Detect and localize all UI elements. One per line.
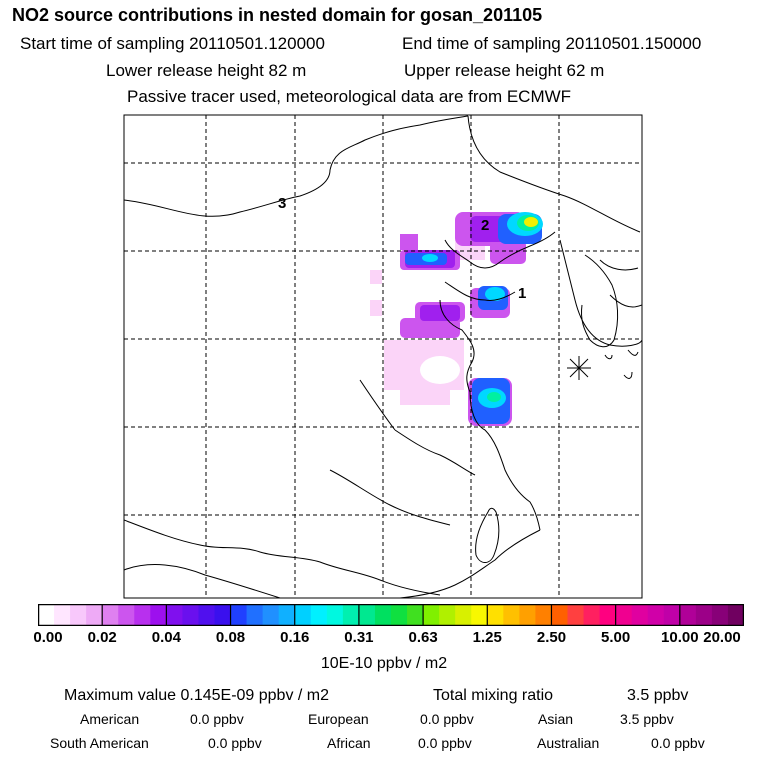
color-scale-swatch xyxy=(294,604,312,626)
region-value: 0.0 ppbv xyxy=(190,711,244,727)
color-scale-swatch xyxy=(374,604,392,626)
color-scale-swatch xyxy=(391,604,408,626)
color-scale-swatch xyxy=(711,604,729,626)
color-scale-swatch xyxy=(647,604,665,626)
station-star-icon xyxy=(567,356,591,380)
maximum-value: Maximum value 0.145E-09 ppbv / m2 xyxy=(64,687,330,704)
color-scale-swatch xyxy=(551,604,569,626)
color-scale-swatch xyxy=(455,604,472,626)
color-scale-tick-label: 0.08 xyxy=(215,629,246,646)
region-value: 0.0 ppbv xyxy=(420,711,474,727)
region-name: European xyxy=(308,711,369,727)
color-scale-swatch xyxy=(102,604,119,626)
color-scale-swatch xyxy=(70,604,87,626)
color-scale-tick-label: 2.50 xyxy=(536,629,567,646)
region-value: 0.0 ppbv xyxy=(208,735,262,751)
color-scale-swatch xyxy=(423,604,440,626)
color-scale-swatch xyxy=(407,604,424,626)
coastlines xyxy=(124,115,642,598)
page-title: NO2 source contributions in nested domai… xyxy=(12,5,543,25)
color-scale-swatch xyxy=(182,604,200,626)
color-scale-swatch xyxy=(679,604,697,626)
color-scale-swatch xyxy=(695,604,713,626)
color-scale-frame xyxy=(38,604,744,626)
color-scale-tick-label: 0.63 xyxy=(408,629,438,646)
color-scale-swatch xyxy=(150,604,167,626)
color-scale-swatch xyxy=(134,604,151,626)
units-label: 10E-10 ppbv / m2 xyxy=(320,655,448,672)
color-scale-swatch xyxy=(166,604,184,626)
color-scale-swatch xyxy=(535,604,553,626)
total-mixing-ratio-value: 3.5 ppbv xyxy=(627,687,689,704)
color-scale-swatch xyxy=(262,604,280,626)
color-scale-tick-label: 0.00 xyxy=(33,629,63,646)
color-scale-tick-label: 0.02 xyxy=(87,629,117,646)
color-scale-swatch xyxy=(310,604,328,626)
plume-hollow xyxy=(420,356,460,384)
region-value: 0.0 ppbv xyxy=(651,735,705,751)
region-name: South American xyxy=(50,735,149,751)
region-name: American xyxy=(80,711,140,727)
region-name: Australian xyxy=(537,735,600,751)
color-scale-swatch xyxy=(198,604,216,626)
color-scale-swatch xyxy=(214,604,232,626)
color-scale-swatch xyxy=(487,604,504,626)
upper-release-height: Upper release height 62 m xyxy=(404,61,605,80)
color-scale-tick-label: 0.31 xyxy=(344,629,374,646)
color-scale-swatch xyxy=(567,604,585,626)
color-scale-swatch xyxy=(519,604,537,626)
marker-3: 3 xyxy=(278,195,286,212)
map: 3 2 1 xyxy=(123,114,643,599)
total-mixing-ratio-label: Total mixing ratio xyxy=(433,687,554,704)
plume-peak xyxy=(524,217,538,227)
color-scale-swatch xyxy=(599,604,617,626)
lower-release-height: Lower release height 82 m xyxy=(106,61,307,80)
region-name: Asian xyxy=(538,711,574,727)
color-scale-swatch xyxy=(615,604,633,626)
color-scale-tick-label: 0.04 xyxy=(151,629,181,646)
color-scale-swatch xyxy=(38,604,55,626)
color-scale-tick-label: 20.00 xyxy=(703,629,741,646)
color-scale-swatch xyxy=(54,604,71,626)
color-scale-swatch xyxy=(278,604,296,626)
color-scale-swatch xyxy=(86,604,103,626)
map-frame xyxy=(123,114,643,599)
color-scale-swatch xyxy=(583,604,601,626)
color-scale-swatch xyxy=(439,604,456,626)
color-scale-tick-label: 10.00 xyxy=(661,629,699,646)
end-time: End time of sampling 20110501.150000 xyxy=(402,34,702,53)
color-scale-tick-label: 5.00 xyxy=(601,629,631,646)
color-scale-swatch xyxy=(326,604,344,626)
color-scale-swatch xyxy=(118,604,135,626)
region-value: 3.5 ppbv xyxy=(620,711,674,727)
color-scale-swatch xyxy=(230,604,248,626)
lat-lon-grid xyxy=(124,115,642,598)
region-name: African xyxy=(327,735,371,751)
marker-2: 2 xyxy=(481,217,489,234)
color-scale-swatch xyxy=(358,604,376,626)
start-time: Start time of sampling 20110501.120000 xyxy=(20,34,325,53)
plume-layer xyxy=(370,212,543,426)
region-value: 0.0 ppbv xyxy=(418,735,472,751)
tracer-note: Passive tracer used, meteorological data… xyxy=(127,87,572,106)
color-scale-bar xyxy=(38,604,744,626)
color-scale-tick-label: 1.25 xyxy=(472,629,502,646)
color-scale-swatch xyxy=(631,604,649,626)
color-scale-swatch xyxy=(503,604,520,626)
color-scale-tick-label: 0.16 xyxy=(280,629,310,646)
color-scale-swatch xyxy=(471,604,488,626)
color-scale-swatch xyxy=(246,604,264,626)
color-scale-swatch xyxy=(342,604,360,626)
marker-1: 1 xyxy=(518,285,526,302)
color-scale-swatch xyxy=(727,604,744,626)
color-scale-swatch xyxy=(663,604,681,626)
